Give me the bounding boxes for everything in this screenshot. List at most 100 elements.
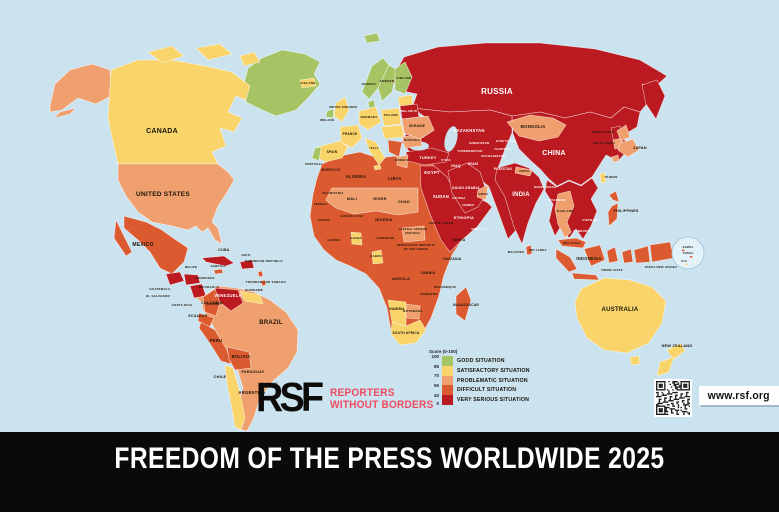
map-label: COLOMBIA: [201, 301, 223, 305]
map-label: RUSSIA: [481, 87, 513, 96]
country-colombia: [202, 288, 221, 317]
country-indonesia: [583, 244, 606, 267]
map-label: AUSTRALIA: [602, 307, 639, 313]
map-label: GREECE: [395, 158, 409, 162]
country-madagascar: [455, 286, 472, 322]
map-label: EGYPT: [424, 170, 440, 175]
website-box: www.rsf.org: [699, 386, 779, 405]
map-label: CHILE: [214, 375, 227, 379]
map-label: MONGOLIA: [520, 124, 545, 129]
map-label: KYRGYZSTAN: [496, 139, 516, 143]
map-label: SUDAN: [433, 194, 449, 199]
website-url: www.rsf.org: [707, 389, 771, 402]
map-label: GERMANY: [360, 115, 377, 119]
world-map: CANADA UNITED STATES MEXICO CUBA HAITI DOMINI…: [49, 32, 705, 432]
map-label: ZIMBABWE: [420, 292, 437, 296]
legend-tick: 0: [436, 400, 439, 406]
map-label: SAUDI ARABIA: [452, 186, 480, 190]
pacific-island-dot: [682, 249, 685, 252]
map-label: DOMINICAN REPUBLIC: [245, 259, 284, 263]
map-label: ERITREA: [452, 196, 465, 200]
legend-labels: GOOD SITUATION SATISFACTORY SITUATION PR…: [457, 356, 530, 405]
region-hispaniola: [239, 259, 255, 270]
arctic-island: [147, 45, 185, 64]
country-japan: [617, 138, 640, 158]
map-label: TIMOR-LESTE: [601, 268, 623, 272]
map-label: ICELAND: [300, 81, 316, 85]
arctic-island: [239, 51, 261, 67]
map-label: HONDURAS: [195, 276, 214, 280]
map-label: MEXICO: [132, 242, 153, 248]
legend-tick: 40: [433, 392, 439, 398]
country-mexico: [123, 215, 189, 275]
map-label: REPUBLIC: [405, 231, 420, 235]
country-new-zealand: [656, 356, 675, 377]
country-ukraine: [401, 115, 435, 140]
map-label: GHANA: [350, 236, 362, 240]
country-australia: [574, 277, 667, 354]
region-sicily: [373, 164, 382, 171]
country-oman: [476, 184, 489, 201]
rsf-wordmark-line1: REPORTERS: [330, 387, 395, 399]
region-asia: [391, 42, 675, 281]
region-antilles: [257, 270, 264, 278]
map-label: UZBEKISTAN: [469, 141, 489, 145]
country-mongolia: [506, 114, 567, 142]
rsf-logo-wordmark: REPORTERS WITHOUT BORDERS: [330, 387, 442, 411]
country-bolivia: [226, 346, 252, 371]
map-label: BOTSWANA: [403, 309, 423, 313]
map-label: SOUTH KOREA: [593, 141, 615, 145]
map-label: SAMOA: [683, 245, 694, 249]
map-label: GUINEA: [318, 218, 330, 222]
region-antilles: [260, 279, 267, 287]
legend-body: 100 85 70 55 40 0 GOOD SITUATION SATISFA…: [429, 354, 530, 406]
map-label: UNITED KINGDOM: [329, 105, 358, 109]
country-gabon: [371, 249, 384, 265]
legend-label: SATISFACTORY SITUATION: [457, 367, 530, 374]
legend: Score (0-100) 100 85 70 55 40 0 GOOD SIT…: [429, 349, 530, 406]
map-label: ETHIOPIA: [454, 216, 474, 220]
map-label: ANGOLA: [392, 277, 410, 281]
country-thailand: [554, 190, 575, 239]
country-portugal: [311, 146, 322, 162]
country-indonesia: [571, 272, 600, 281]
map-label: BELIZE: [185, 265, 197, 269]
country-peru: [198, 321, 232, 365]
map-label: THAILAND: [556, 209, 574, 213]
map-label: COSTA RICA: [172, 303, 193, 307]
legend-tick: 85: [433, 363, 439, 369]
legend-ticks: 100 85 70 55 40 0: [429, 354, 442, 406]
map-label: HAITI: [241, 253, 250, 257]
pacific-island-dot: [690, 256, 693, 258]
legend-label: VERY SERIOUS SITUATION: [457, 397, 530, 404]
map-label: PARAGUAY: [241, 370, 264, 374]
map-label: ARGENTINA: [238, 390, 265, 395]
map-label: MOZAMBIQUE: [434, 285, 456, 289]
region-africa: [309, 151, 493, 346]
footer-bar: FREEDOM OF THE PRESS WORLDWIDE 2025: [0, 432, 779, 512]
map-label: ROMANIA: [404, 138, 421, 142]
region-south-america: [197, 285, 299, 432]
country-cuba: [201, 255, 235, 267]
map-label: FIJI: [681, 259, 686, 263]
map-label: NIGERIA: [375, 218, 393, 222]
map-label: MALI: [347, 197, 357, 201]
map-label: CUBA: [218, 248, 230, 252]
map-label: JAPAN: [633, 146, 647, 150]
country-ghana: [350, 231, 363, 246]
poster-title: FREEDOM OF THE PRESS WORLDWIDE 2025: [114, 442, 665, 475]
country-turkey: [405, 147, 450, 166]
legend-label: PROBLEMATIC SITUATION: [457, 377, 528, 384]
legend-label: DIFFICULT SITUATION: [457, 387, 517, 394]
country-japan: [611, 154, 620, 163]
map-label: CENTRAL AFRICAN: [399, 227, 427, 231]
rsf-logo: RSF REPORTERS WITHOUT BORDERS: [256, 377, 442, 418]
country-united-states: [117, 163, 235, 245]
region-aleutians: [53, 107, 77, 119]
country-greenland: [241, 49, 321, 117]
map-label: CAMEROON: [376, 236, 395, 240]
map-label: JAMAICA: [210, 264, 226, 268]
country-indonesia: [606, 246, 619, 264]
map-label: CHINA: [542, 150, 565, 157]
